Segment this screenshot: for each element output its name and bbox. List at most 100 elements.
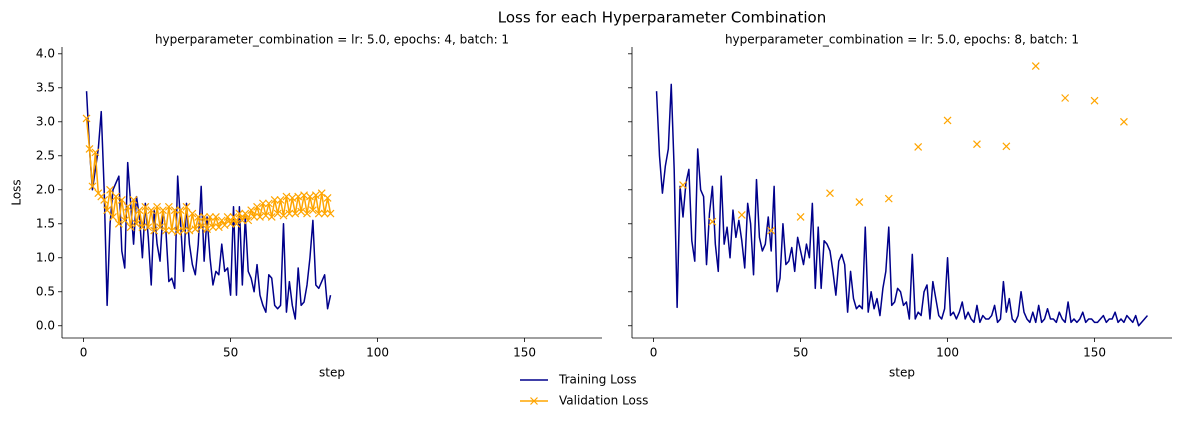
x-tick-label: 50 (223, 346, 238, 360)
data-point (258, 199, 267, 208)
x-axis-label: step (889, 366, 915, 380)
data-point (150, 226, 159, 235)
data-point (170, 206, 179, 215)
x-axis-label: step (319, 366, 345, 380)
data-point (103, 206, 112, 215)
data-point (200, 213, 209, 221)
y-tick-label: 3.5 (36, 80, 55, 94)
data-point (767, 226, 776, 235)
data-point (826, 189, 834, 198)
data-point (135, 206, 144, 215)
data-point (88, 182, 97, 191)
data-point (138, 223, 147, 232)
data-point (1002, 142, 1011, 151)
data-point (188, 209, 197, 218)
data-point (132, 219, 141, 228)
data-point (708, 217, 717, 226)
data-point (161, 226, 170, 235)
data-point (679, 181, 687, 189)
subplot-title: hyperparameter_combination = lr: 5.0, ep… (725, 33, 1079, 47)
data-point (126, 223, 135, 232)
data-point (297, 207, 306, 216)
data-point (253, 202, 261, 211)
data-point (197, 223, 206, 232)
data-point (264, 199, 273, 208)
data-point (156, 223, 164, 232)
data-point (176, 206, 185, 215)
data-point (291, 209, 300, 218)
data-point (191, 225, 200, 234)
data-point (261, 211, 270, 220)
series-line (85, 91, 332, 320)
y-tick-label: 1.5 (36, 216, 55, 230)
data-point (317, 189, 326, 198)
data-point (294, 192, 303, 201)
data-point (282, 192, 291, 201)
data-point (914, 143, 923, 151)
data-point (129, 196, 138, 204)
data-point (114, 219, 123, 228)
data-point (267, 213, 276, 221)
data-point (1061, 94, 1070, 102)
figure-title: Loss for each Hyperparameter Combination (498, 9, 826, 27)
y-tick-label: 4.0 (36, 46, 55, 60)
data-point (214, 223, 223, 232)
subplot-title: hyperparameter_combination = lr: 5.0, ep… (155, 33, 509, 47)
data-point (247, 206, 256, 215)
data-point (182, 202, 191, 211)
data-point (314, 209, 323, 218)
data-point (1090, 96, 1099, 105)
data-point (223, 213, 232, 221)
data-point (220, 221, 229, 230)
data-point (306, 192, 314, 201)
x-tick-label: 0 (650, 346, 658, 360)
data-point (109, 213, 117, 221)
data-point (206, 213, 214, 221)
data-point (232, 219, 241, 228)
legend-marker (530, 397, 538, 405)
series-line (655, 83, 1149, 327)
y-axis-label: Loss (10, 179, 24, 205)
x-tick-label: 150 (1083, 346, 1106, 360)
data-point (796, 213, 805, 221)
y-tick-label: 0.5 (36, 284, 55, 298)
data-point (141, 202, 150, 211)
data-point (185, 226, 194, 235)
data-point (123, 202, 132, 211)
data-point (326, 209, 335, 218)
data-point (285, 209, 294, 218)
data-point (244, 216, 253, 225)
data-point (211, 213, 220, 221)
data-point (153, 202, 162, 211)
y-tick-label: 2.0 (36, 182, 55, 196)
x-tick-label: 150 (513, 346, 536, 360)
legend-label: Validation Loss (559, 394, 648, 408)
data-point (250, 213, 259, 221)
data-point (320, 209, 329, 218)
x-tick-label: 50 (793, 346, 808, 360)
x-tick-label: 0 (80, 346, 88, 360)
y-tick-label: 2.5 (36, 148, 55, 162)
data-point (100, 196, 109, 204)
y-tick-label: 3.0 (36, 114, 55, 128)
data-point (91, 148, 100, 157)
data-point (179, 226, 188, 235)
data-point (117, 196, 126, 204)
data-point (238, 216, 247, 225)
data-point (173, 228, 182, 236)
series-line (85, 118, 332, 233)
data-point (82, 114, 91, 123)
data-point (973, 140, 981, 149)
data-point (235, 209, 244, 218)
data-point (256, 213, 264, 221)
data-point (144, 223, 153, 232)
data-point (241, 209, 250, 218)
data-point (1120, 117, 1128, 126)
data-point (273, 209, 282, 218)
data-point (229, 213, 238, 221)
data-point (217, 216, 226, 225)
data-point (159, 206, 167, 215)
data-point (106, 185, 114, 194)
data-point (943, 116, 952, 125)
data-point (85, 145, 94, 153)
